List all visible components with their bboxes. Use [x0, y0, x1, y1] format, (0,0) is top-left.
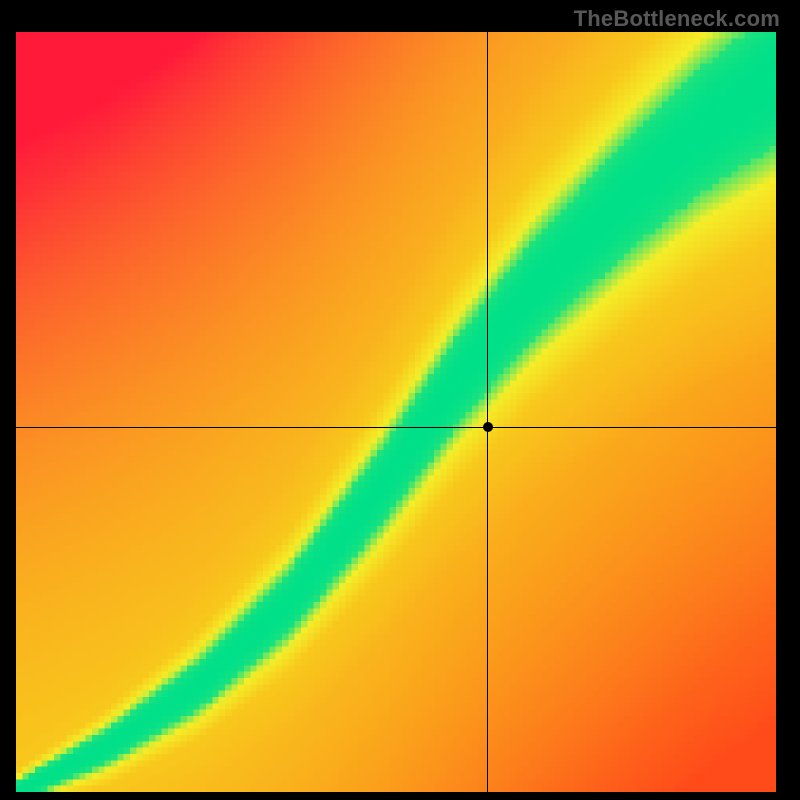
plot-area [16, 32, 776, 792]
crosshair-horizontal [16, 427, 776, 428]
chart-container: TheBottleneck.com [0, 0, 800, 800]
crosshair-vertical [487, 32, 488, 792]
heatmap-canvas [16, 32, 776, 792]
watermark-text: TheBottleneck.com [574, 6, 780, 32]
